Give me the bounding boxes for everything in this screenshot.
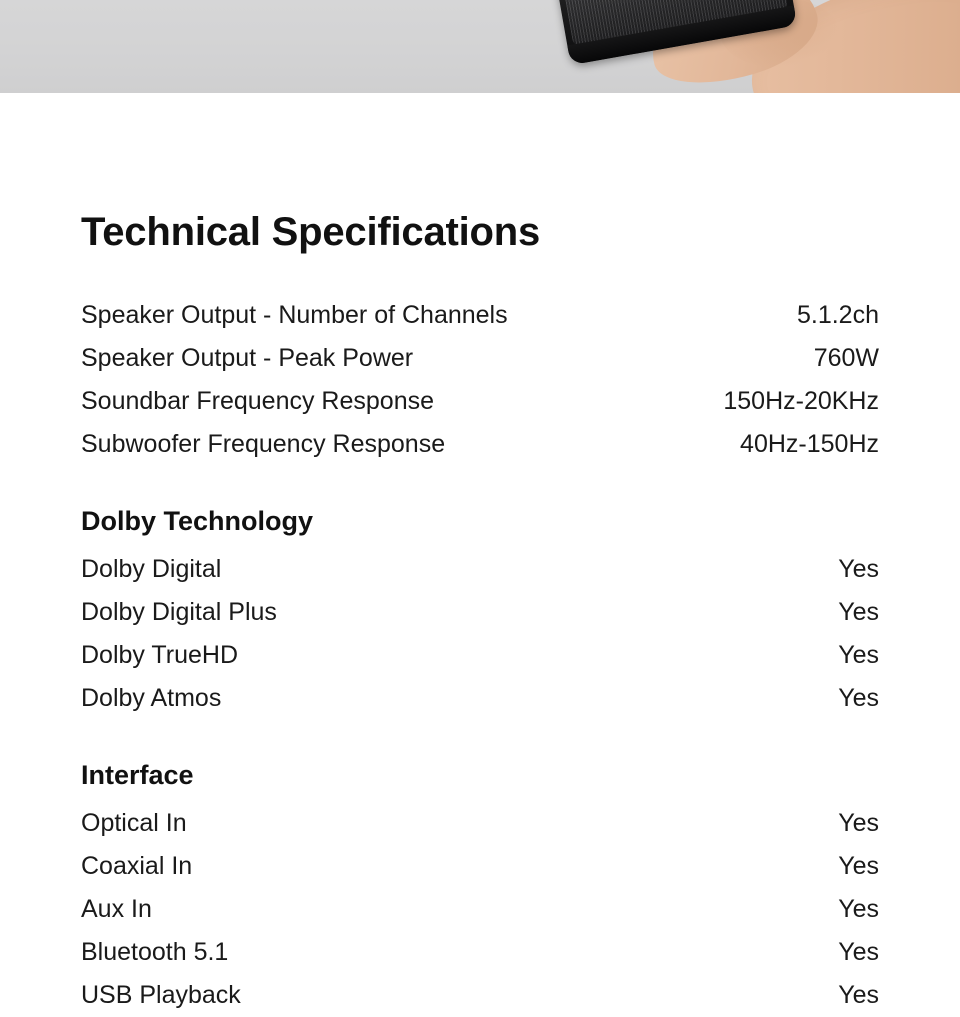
spec-label: Coaxial In xyxy=(81,852,193,880)
spec-section-dolby-technology: Dolby Technology Dolby Digital Yes Dolby… xyxy=(81,508,879,720)
spec-label: Speaker Output - Number of Channels xyxy=(81,301,508,329)
spec-row: Coaxial In Yes xyxy=(81,845,879,888)
spec-label: Dolby Atmos xyxy=(81,684,222,712)
spec-row: USB Playback Yes xyxy=(81,974,879,1017)
section-title: Interface xyxy=(81,760,194,790)
spec-row: Speaker Output - Peak Power 760W xyxy=(81,337,879,380)
spec-value: Yes xyxy=(838,852,879,880)
spec-section-general: Speaker Output - Number of Channels 5.1.… xyxy=(81,294,879,466)
spec-row: Bluetooth 5.1 Yes xyxy=(81,931,879,974)
spec-label: Aux In xyxy=(81,895,152,923)
spec-value: 5.1.2ch xyxy=(796,301,879,329)
spec-value: Yes xyxy=(838,895,879,923)
spec-value: Yes xyxy=(838,981,879,1009)
product-image-banner xyxy=(0,0,960,93)
spec-value: 40Hz-150Hz xyxy=(740,430,879,458)
spec-value: Yes xyxy=(838,641,879,669)
spec-row: Speaker Output - Number of Channels 5.1.… xyxy=(81,294,879,337)
spec-value: Yes xyxy=(838,938,879,966)
spec-row: Subwoofer Frequency Response 40Hz-150Hz xyxy=(81,423,879,466)
spec-label: Speaker Output - Peak Power xyxy=(81,344,414,372)
spec-section-interface: Interface Optical In Yes Coaxial In Yes … xyxy=(81,762,879,1017)
spec-label: Dolby Digital Plus xyxy=(81,598,277,626)
spec-value: Yes xyxy=(838,555,879,583)
spec-value: 760W xyxy=(813,344,879,372)
spec-label: Bluetooth 5.1 xyxy=(81,938,229,966)
spec-label: Soundbar Frequency Response xyxy=(81,387,435,415)
spec-row: Optical In Yes xyxy=(81,802,879,845)
spec-row: Dolby Atmos Yes xyxy=(81,677,879,720)
spec-value: Yes xyxy=(838,809,879,837)
spec-label: USB Playback xyxy=(81,981,241,1009)
section-title: Dolby Technology xyxy=(81,506,314,536)
spec-label: Optical In xyxy=(81,809,187,837)
spec-row: Aux In Yes xyxy=(81,888,879,931)
spec-row: Dolby Digital Plus Yes xyxy=(81,591,879,634)
product-photo xyxy=(0,0,960,93)
spec-row: Soundbar Frequency Response 150Hz-20KHz xyxy=(81,380,879,423)
spec-row: Dolby Digital Yes xyxy=(81,548,879,591)
spec-value: Yes xyxy=(838,684,879,712)
spec-sheet: Technical Specifications Speaker Output … xyxy=(0,93,960,1017)
spec-value: 150Hz-20KHz xyxy=(723,387,879,415)
spec-label: Dolby Digital xyxy=(81,555,222,583)
spec-row: Dolby TrueHD Yes xyxy=(81,634,879,677)
page-title: Technical Specifications xyxy=(81,210,541,254)
spec-label: Subwoofer Frequency Response xyxy=(81,430,446,458)
spec-label: Dolby TrueHD xyxy=(81,641,238,669)
spec-value: Yes xyxy=(838,598,879,626)
